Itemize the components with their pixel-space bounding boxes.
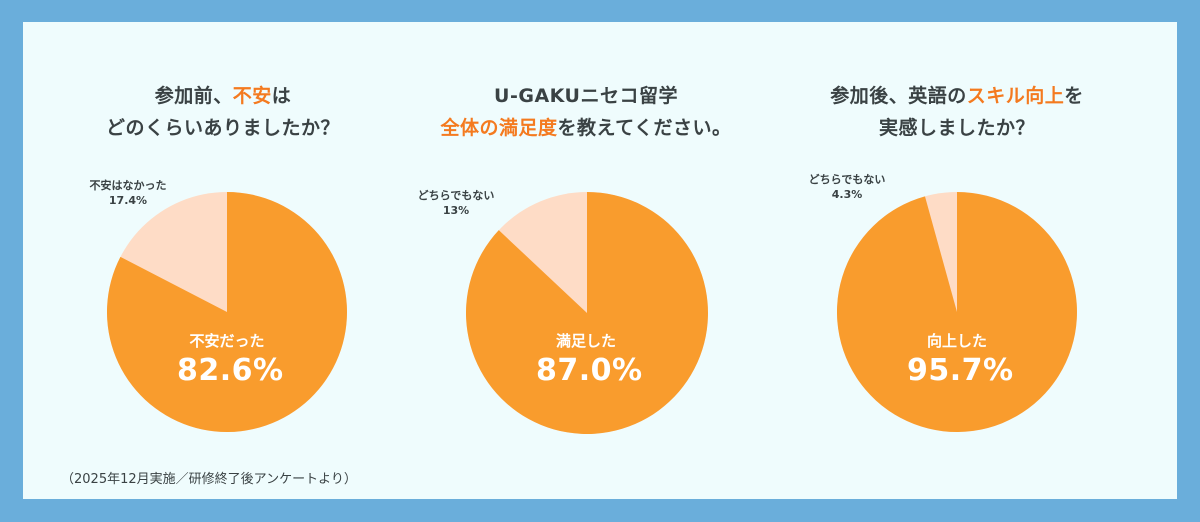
minor-slice-label: 不安はなかった 17.4%	[89, 179, 167, 207]
pie-chart	[466, 192, 708, 434]
chart-title: 参加後、英語のスキル向上を 実感しましたか？	[830, 85, 1084, 139]
major-slice-label: 不安だった 82.6%	[177, 332, 284, 388]
chart-title: 参加前、不安は どのくらいありましたか？	[105, 85, 340, 139]
major-slice-label: 満足した 87.0%	[536, 332, 643, 388]
survey-panel: 参加前、不安は どのくらいありましたか？ 不安はなかった 17.4% 不安だった…	[23, 22, 1177, 499]
major-slice-label: 向上した 95.7%	[907, 332, 1014, 388]
major-slice	[837, 192, 1077, 432]
chart-skill-improvement: 参加後、英語のスキル向上を 実感しましたか？ どちらでもない 4.3% 向上した…	[757, 22, 1157, 499]
major-slice	[466, 192, 708, 434]
minor-slice-label: どちらでもない 13%	[417, 189, 495, 217]
chart-satisfaction: U-GAKUニセコ留学 全体の満足度を教えてください。 どちらでもない 13% …	[386, 22, 786, 499]
footnote: （2025年12月実施／研修終了後アンケートより）	[61, 472, 357, 487]
pie-chart	[107, 192, 347, 432]
pie-chart	[837, 192, 1077, 432]
chart-title: U-GAKUニセコ留学 全体の満足度を教えてください。	[440, 85, 732, 139]
chart-anxiety: 参加前、不安は どのくらいありましたか？ 不安はなかった 17.4% 不安だった…	[23, 22, 423, 499]
minor-slice-label: どちらでもない 4.3%	[808, 173, 886, 201]
major-slice	[107, 192, 347, 432]
